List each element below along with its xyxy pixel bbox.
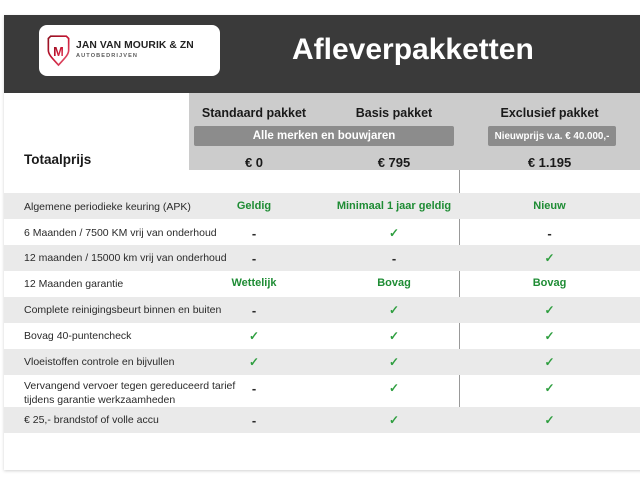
svg-text:M: M	[53, 44, 64, 59]
